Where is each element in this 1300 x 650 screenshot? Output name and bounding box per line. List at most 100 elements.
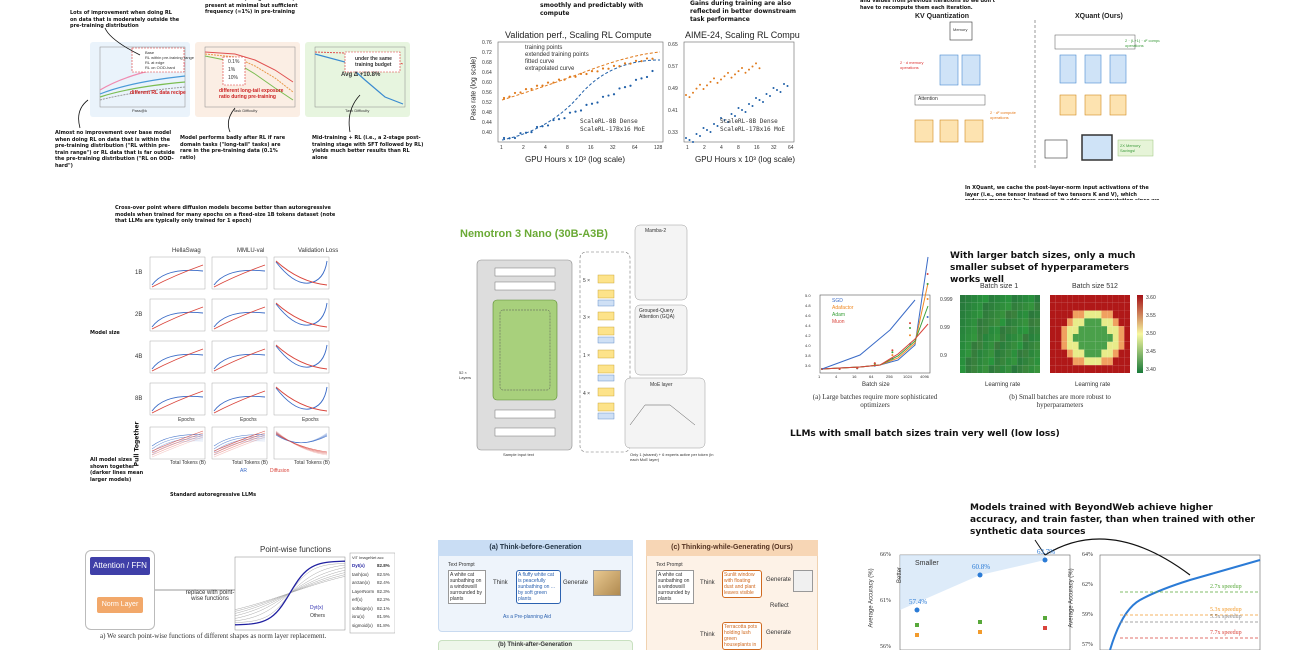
heatmap-cell bbox=[965, 302, 972, 311]
panel-scale-rl: smoothly and predictably with compute Ga… bbox=[470, 0, 800, 175]
moe-point bbox=[720, 78, 722, 81]
rep-0: 5 × bbox=[583, 278, 591, 284]
heatmap-cell bbox=[1124, 302, 1130, 311]
heatmap-cell bbox=[960, 357, 966, 366]
heatmap-cell bbox=[960, 365, 966, 373]
heatmap-cell bbox=[1107, 318, 1113, 327]
dense-point bbox=[727, 121, 729, 123]
ar-line bbox=[151, 436, 204, 450]
heatmap-cell bbox=[1055, 295, 1062, 303]
heatmap-cell bbox=[1067, 302, 1073, 311]
side-label: 52 × Layers bbox=[459, 370, 472, 380]
xtick-a: 4 bbox=[544, 145, 547, 151]
box-b bbox=[438, 640, 633, 650]
baseline-point bbox=[915, 633, 919, 637]
cbar-tick: 3.60 bbox=[1146, 295, 1156, 301]
ar-line bbox=[275, 302, 328, 326]
ar-line bbox=[275, 344, 328, 368]
heatmap-cell bbox=[1118, 334, 1125, 342]
model-size-label: Model size bbox=[90, 330, 120, 336]
heatmap-cell bbox=[1000, 310, 1006, 319]
optimizer-point bbox=[926, 316, 929, 318]
line-ytick: 4.2 bbox=[805, 333, 811, 338]
heatmap-cell bbox=[982, 326, 989, 334]
inplot-label-a: different RL data recipe bbox=[130, 90, 186, 96]
scale-rl-charts bbox=[497, 41, 795, 143]
dense-point bbox=[574, 110, 577, 113]
heatmap-cell bbox=[1028, 365, 1035, 373]
moe-point bbox=[713, 77, 715, 80]
heatmap-cell bbox=[1017, 357, 1023, 366]
inplot-label-b: different long-tail exposure ratio durin… bbox=[219, 88, 284, 100]
value-label: 63.7% bbox=[1037, 548, 1056, 556]
moe-point bbox=[727, 71, 729, 74]
heatmap-cell bbox=[1095, 349, 1102, 358]
heatmap-cell bbox=[1084, 365, 1090, 373]
heatmap-cell bbox=[977, 334, 983, 342]
heatmap-cell bbox=[1084, 302, 1090, 311]
heatmap-cell bbox=[1095, 334, 1102, 342]
heatmap-cell bbox=[1107, 302, 1113, 311]
heatmap-cell bbox=[971, 295, 978, 303]
heatmap-cell bbox=[1118, 341, 1125, 350]
ar-line bbox=[213, 434, 266, 447]
diffusion-line bbox=[213, 264, 266, 288]
label-xq-compute: 2 · (L+1) · d² compute operations bbox=[1125, 38, 1160, 48]
moe-point bbox=[596, 70, 599, 73]
dense-point bbox=[541, 125, 544, 128]
heatmap-cell bbox=[988, 295, 995, 303]
heatmap-cell bbox=[1072, 357, 1079, 366]
heatmap-cell bbox=[1124, 357, 1130, 366]
dense-point bbox=[618, 87, 621, 90]
table-fn: softsign(x) bbox=[352, 605, 373, 611]
moe-point bbox=[695, 87, 698, 90]
dense-point bbox=[546, 124, 550, 127]
heatmap-cell bbox=[1011, 295, 1018, 303]
heatmap-cell bbox=[1055, 326, 1062, 334]
heatmap-cell bbox=[982, 334, 989, 342]
optimizer-point bbox=[891, 349, 894, 352]
heatmap-cell bbox=[1000, 349, 1006, 358]
image-thumb-c bbox=[793, 570, 813, 592]
legend-diffusion: Diffusion bbox=[270, 468, 290, 474]
heatmap-cell bbox=[960, 295, 966, 303]
ylabel-l: Average Accuracy (%) bbox=[868, 568, 875, 628]
heatmap-cell bbox=[1005, 326, 1012, 334]
heatmap-cell bbox=[1028, 302, 1035, 311]
ytick-a: 0.72 bbox=[482, 50, 492, 56]
baseline-point bbox=[978, 620, 982, 624]
heatmap-cell bbox=[988, 334, 995, 342]
heatmap-cell bbox=[1101, 318, 1108, 327]
line-ytick: 3.8 bbox=[805, 353, 811, 358]
heatmap-cell bbox=[1090, 341, 1096, 350]
heatmap-cell bbox=[1101, 357, 1108, 366]
heatmap-cell bbox=[988, 341, 995, 350]
heatmap-cell bbox=[1005, 295, 1012, 303]
optimizer-point bbox=[909, 334, 911, 337]
heatmap-cell bbox=[988, 357, 995, 366]
dense-point bbox=[629, 84, 632, 87]
series-label-1: ScaleRL-17Bx16 MoE bbox=[580, 126, 646, 133]
xlabel-tokens-2: Total Tokens (B) bbox=[294, 460, 330, 466]
heatmap-cell bbox=[1101, 349, 1108, 358]
diffusion-line bbox=[213, 430, 266, 452]
xtick-b: 8 bbox=[737, 145, 740, 151]
heatmap-cell bbox=[1078, 302, 1085, 311]
table-acc: 82.5% bbox=[377, 571, 390, 577]
think-c: Think bbox=[700, 580, 715, 586]
heatmap-cell bbox=[965, 310, 972, 319]
dense-point bbox=[772, 87, 775, 89]
diffusion-line bbox=[213, 390, 266, 414]
moe-point bbox=[692, 91, 694, 94]
moe-point bbox=[645, 57, 649, 60]
ylabel-a: Pass rate (log scale) bbox=[470, 56, 478, 121]
heatmap-cell bbox=[965, 334, 972, 342]
table-fn: arctan(x) bbox=[352, 580, 370, 585]
heatmap-cell bbox=[1055, 318, 1062, 327]
moe-point bbox=[574, 75, 577, 78]
heatmap-cell bbox=[971, 326, 978, 334]
heatmap-cell bbox=[1017, 310, 1023, 319]
hm-xlabel-0: Learning rate bbox=[985, 382, 1021, 388]
optimizer-line bbox=[821, 299, 916, 370]
ar-line bbox=[275, 386, 328, 410]
